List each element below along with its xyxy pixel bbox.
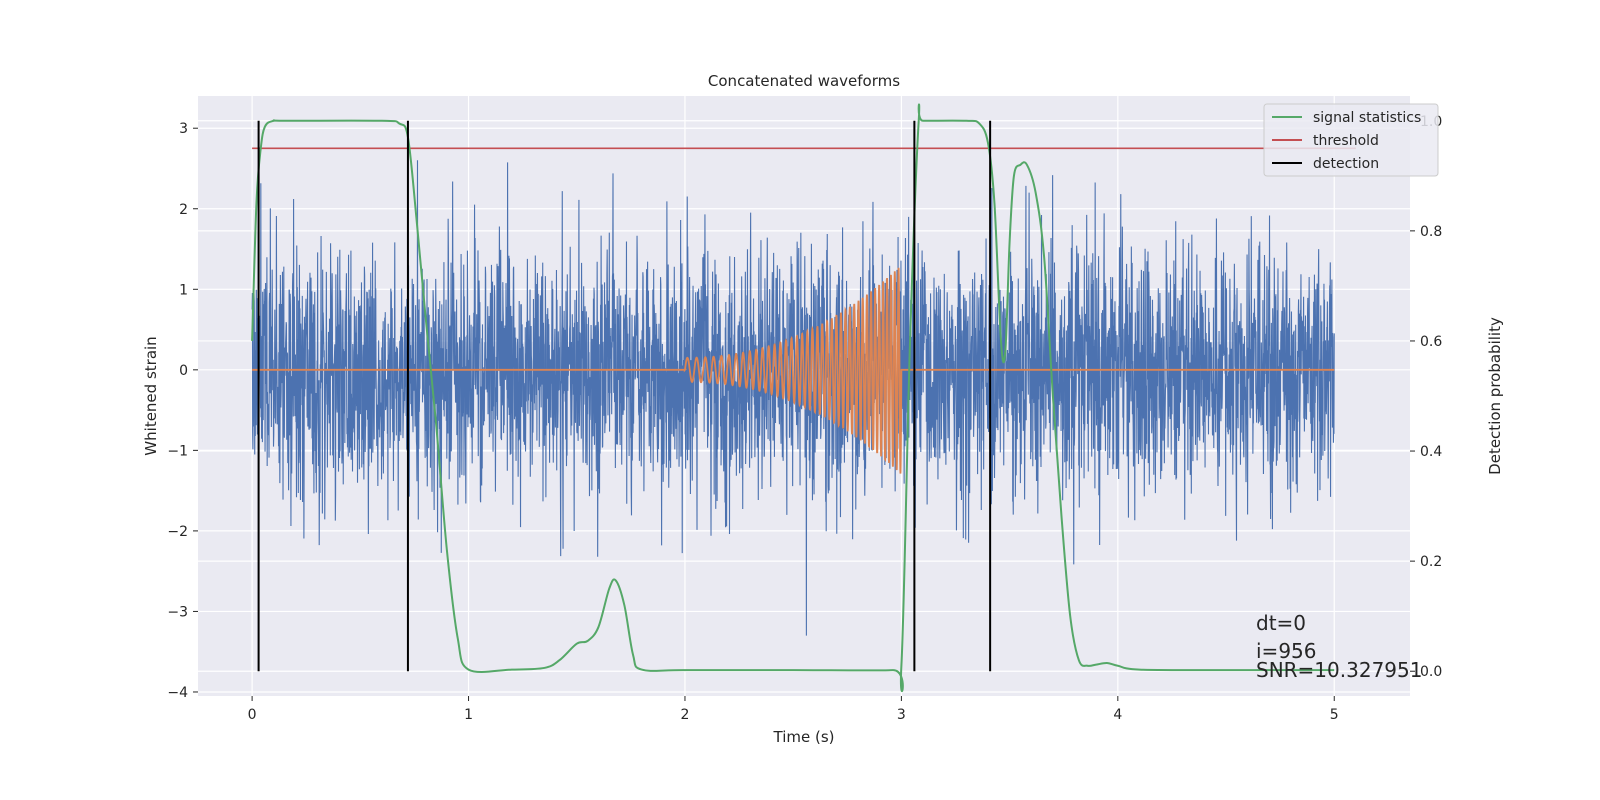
y-axis-label-right: Detection probability (1486, 317, 1504, 475)
legend-label-threshold: threshold (1313, 133, 1379, 149)
legend-box (1263, 103, 1439, 177)
y-right-tick-label: 0.2 (1420, 554, 1442, 570)
y-tick-label: −3 (167, 604, 188, 620)
y-right-tick-label: 0.4 (1420, 444, 1442, 460)
detections (257, 120, 992, 672)
x-tick-label: 1 (464, 707, 473, 723)
y-right-tick-label: 0.6 (1420, 334, 1442, 350)
chart-title: Concatenated waveforms (708, 72, 900, 90)
x-tick-label: 3 (897, 707, 906, 723)
y-ticks: −4 −3 −2 −1 0 1 2 3 (167, 121, 198, 701)
annotation-index: i=956 (1256, 639, 1317, 663)
strain-series (251, 160, 1335, 636)
x-tick-label: 5 (1330, 707, 1339, 723)
template-series (252, 267, 1335, 474)
legend: signal statistics threshold detection (1263, 103, 1439, 177)
x-tick-label: 4 (1113, 707, 1122, 723)
y-tick-label: 0 (179, 363, 188, 379)
y-tick-label: 1 (179, 282, 188, 298)
template-line (252, 267, 1335, 474)
legend-label-signal-statistics: signal statistics (1313, 110, 1421, 126)
x-tick-label: 2 (681, 707, 690, 723)
y-tick-label: −2 (167, 524, 188, 540)
y-right-tick-label: 0.8 (1420, 224, 1442, 240)
y-tick-label: 3 (179, 121, 188, 137)
y-tick-label: −1 (167, 443, 188, 459)
strain-line (251, 160, 1335, 636)
legend-label-detection: detection (1313, 156, 1379, 172)
signal-statistics-line (251, 103, 1335, 693)
y-right-tick-label: 0.0 (1420, 664, 1442, 680)
x-tick-label: 0 (248, 707, 257, 723)
y-axis-label: Whitened strain (142, 336, 160, 455)
annotation-dt: dt=0 (1256, 611, 1306, 635)
y-tick-label: 2 (179, 202, 188, 218)
annotation-snr: SNR=10.327951 (1256, 658, 1422, 682)
signal-statistics-series (251, 103, 1335, 693)
x-axis-label: Time (s) (773, 728, 835, 746)
y-ticks-right: 0.00.20.40.60.81.0 (1410, 114, 1442, 680)
x-ticks: 0 1 2 3 4 5 (248, 696, 1339, 723)
y-tick-label: −4 (167, 685, 188, 701)
